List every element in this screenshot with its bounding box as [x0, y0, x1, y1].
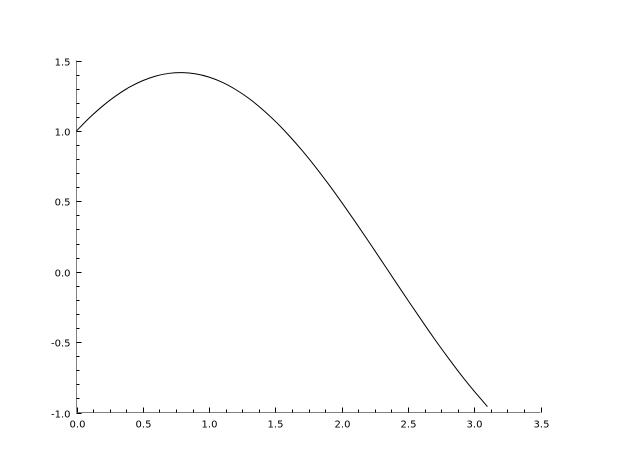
y-tick-label: 1.0: [55, 128, 71, 139]
x-tick-label: 3.0: [467, 420, 483, 431]
x-tick-label: 3.5: [534, 420, 550, 431]
x-tick-label: 2.0: [335, 420, 351, 431]
x-tick-label: 0.0: [70, 420, 86, 431]
y-tick-label: 0.0: [55, 269, 71, 280]
plot-area: [76, 72, 488, 407]
x-tick-label: 2.5: [401, 420, 417, 431]
x-tick-label: 1.5: [268, 420, 284, 431]
y-tick-label: 0.5: [55, 198, 71, 209]
axes: 0.0 0.5 1.0 1.5 2.0 2.5 3.0 3.5 -1.0 -0.5 0.0 0.5 1.…: [51, 58, 549, 431]
y-tick-label: 1.5: [55, 58, 71, 69]
x-tick-label: 0.5: [136, 420, 152, 431]
y-tick-label: -0.5: [51, 339, 71, 350]
data-line: [76, 72, 488, 407]
y-tick-label: -1.0: [51, 410, 71, 421]
x-tick-label: 1.0: [202, 420, 218, 431]
